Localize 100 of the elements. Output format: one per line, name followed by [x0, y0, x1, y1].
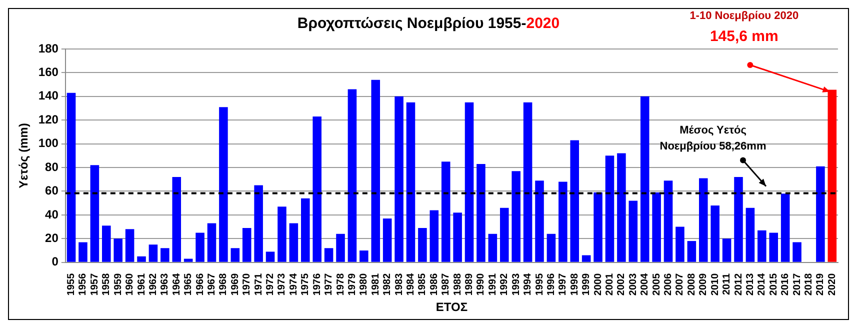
bar — [582, 255, 591, 262]
x-tick-label: 1958 — [101, 272, 112, 296]
x-tick-label: 1976 — [312, 272, 323, 296]
bar — [488, 234, 498, 262]
bar — [769, 232, 778, 262]
x-tick-label: 1974 — [288, 272, 300, 296]
y-axis-title: Υετός (mm) — [16, 123, 31, 188]
bar — [441, 162, 450, 262]
bar — [242, 228, 252, 262]
x-tick-label: 2000 — [592, 272, 604, 296]
bar — [722, 238, 732, 262]
x-tick-label: 1968 — [218, 272, 230, 296]
x-tick-label: 1984 — [405, 272, 416, 296]
bar — [90, 165, 100, 262]
x-tick-label: 2019 — [815, 272, 826, 296]
x-tick-label: 2009 — [698, 272, 710, 296]
bar — [523, 102, 532, 262]
x-tick-label: 1961 — [136, 272, 148, 296]
x-tick-label: 2017 — [792, 272, 803, 296]
x-tick-label: 2013 — [744, 272, 756, 296]
bar — [266, 252, 275, 262]
x-tick-label: 1981 — [370, 272, 382, 296]
y-tick-label: 80 — [45, 160, 59, 174]
x-tick-label: 2012 — [733, 272, 744, 296]
x-tick-label: 1986 — [428, 272, 440, 296]
x-tick-label: 1955 — [66, 272, 78, 296]
bar — [114, 238, 122, 262]
x-tick-label: 1982 — [382, 272, 394, 296]
x-axis-title: ΕΤΟΣ — [436, 300, 468, 314]
bar — [371, 80, 380, 262]
bar — [687, 241, 696, 262]
x-tick-label: 1992 — [499, 272, 510, 296]
text: 145,6 mm — [710, 28, 778, 45]
text: 1-10 Νοεμβρίου 2020 — [690, 10, 799, 22]
x-tick-label: 1964 — [171, 272, 182, 296]
bar — [570, 140, 580, 262]
x-tick-label: 1963 — [160, 272, 171, 296]
x-tick-label: 1969 — [230, 272, 241, 296]
x-tick-label: 1970 — [242, 272, 253, 296]
bar — [640, 96, 650, 262]
bar — [512, 171, 520, 262]
bar — [230, 248, 240, 262]
x-tick-label: 1990 — [476, 272, 487, 296]
x-tick-label: 2007 — [674, 272, 686, 296]
y-tick-label: 100 — [38, 136, 59, 150]
x-tick-label: 1993 — [510, 272, 522, 296]
bar — [746, 208, 755, 262]
bar — [312, 116, 322, 262]
bar — [758, 230, 766, 262]
bar — [207, 223, 216, 262]
bar — [66, 92, 76, 262]
x-tick-label: 1983 — [394, 272, 405, 296]
bar — [780, 194, 790, 262]
bar — [676, 226, 684, 262]
x-tick-label: 1989 — [464, 272, 476, 296]
bar — [664, 180, 673, 262]
x-tick-label: 1995 — [534, 272, 546, 296]
x-tick-label: 2003 — [628, 272, 639, 296]
bar — [430, 210, 439, 262]
bar — [254, 185, 263, 262]
bar — [137, 256, 146, 262]
x-tick-label: 1973 — [276, 272, 288, 296]
bar — [558, 182, 568, 262]
bar — [394, 96, 404, 262]
x-tick-label: 2005 — [651, 272, 662, 296]
x-tick-label: 1987 — [440, 272, 452, 296]
bar — [617, 153, 626, 262]
bar — [78, 242, 88, 262]
bar — [816, 166, 825, 262]
bar — [102, 226, 111, 262]
bar — [605, 156, 614, 262]
ref-line-label: Μέσος Υετός Νοεμβρίου 58,26mm — [660, 124, 766, 152]
x-tick-label: 1967 — [206, 272, 218, 296]
y-tick-label: 180 — [38, 41, 59, 56]
x-tick-label: 1959 — [112, 272, 124, 296]
bar — [160, 248, 170, 262]
x-tick-label: 2008 — [686, 272, 698, 296]
bar — [792, 242, 802, 262]
x-tick-label: 1985 — [417, 272, 428, 296]
y-tick-label: 40 — [45, 207, 59, 222]
bar — [148, 244, 158, 262]
x-tick-label: 2004 — [640, 272, 651, 296]
x-tick-label: 1966 — [194, 272, 206, 296]
bar — [628, 200, 638, 262]
chart-title: Βροχοπτώσεις Νοεμβρίου 1955-2020 — [297, 15, 560, 32]
x-tick-label: 2016 — [780, 272, 792, 296]
bar — [418, 228, 427, 262]
x-tick-label: 2010 — [710, 272, 721, 296]
bar — [172, 177, 182, 262]
bar — [464, 102, 474, 262]
x-tick-label: 2006 — [663, 272, 674, 296]
bar — [500, 208, 509, 262]
y-tick-label: 120 — [38, 112, 59, 126]
x-tick-label: 1965 — [183, 272, 194, 296]
x-tick-label: 2015 — [768, 272, 780, 296]
bar — [219, 107, 228, 262]
y-tick-label: 0 — [52, 254, 59, 269]
x-tick-label: 2011 — [722, 272, 733, 296]
x-tick-label: 1960 — [124, 272, 136, 296]
x-tick-label: 1980 — [358, 272, 370, 296]
